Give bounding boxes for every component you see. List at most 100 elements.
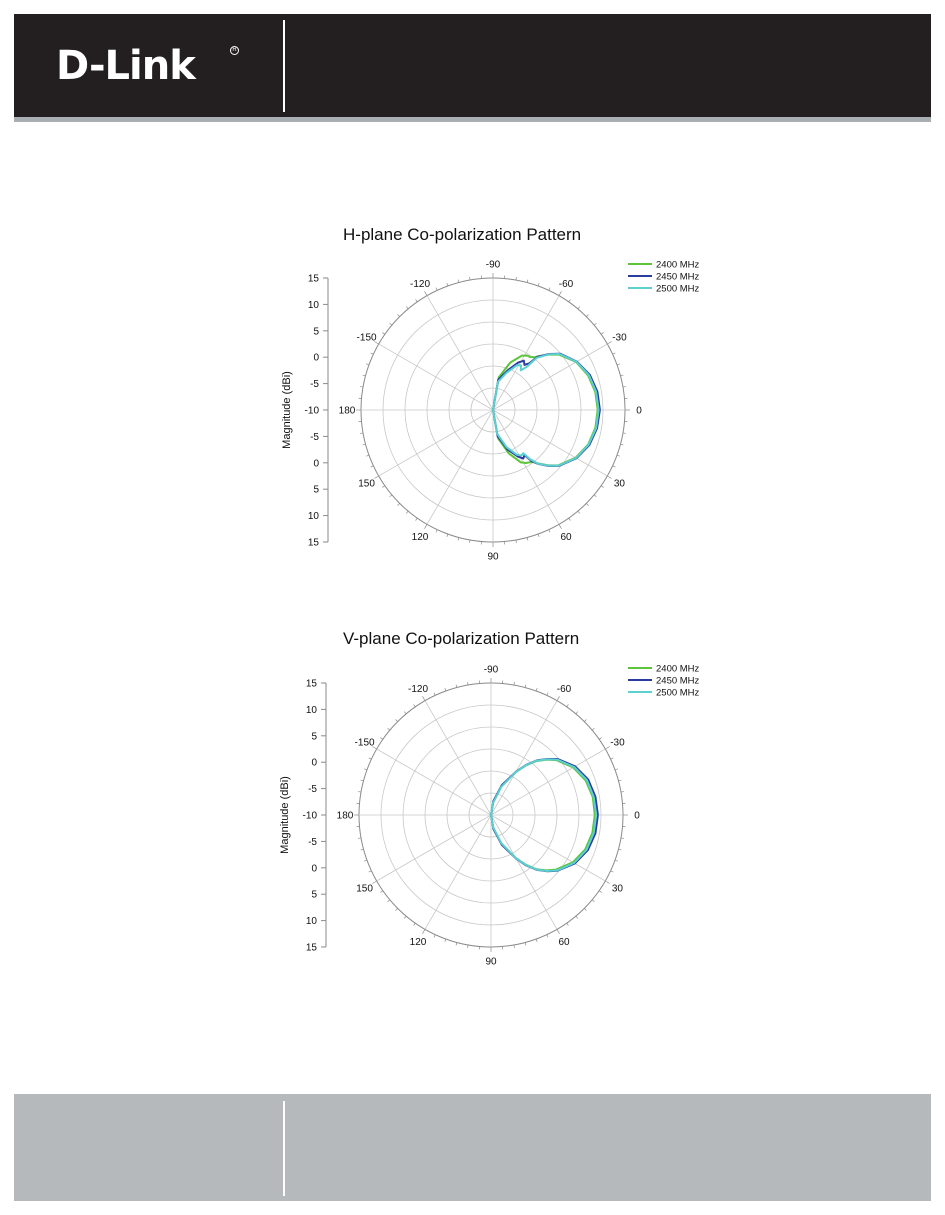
footer-divider xyxy=(283,1101,285,1196)
angle-tick-mark xyxy=(357,837,362,839)
grid-spoke xyxy=(378,343,494,411)
y-axis-label: Magnitude (dBi) xyxy=(281,371,293,449)
angle-tick-mark xyxy=(620,837,625,839)
angle-tick-mark xyxy=(591,899,595,903)
angle-tick-mark xyxy=(433,934,436,938)
radial-tick-label: -10 xyxy=(303,811,318,822)
angle-tick-mark xyxy=(435,529,438,533)
angle-tick-label: -120 xyxy=(408,684,428,695)
angle-tick-mark xyxy=(620,443,624,446)
angle-tick-mark xyxy=(374,475,379,479)
angle-tick-mark xyxy=(546,692,549,696)
angle-tick-label: 30 xyxy=(612,884,624,895)
angle-tick-label: -30 xyxy=(612,333,627,344)
angle-tick-mark xyxy=(614,859,618,862)
angle-tick-label: -60 xyxy=(559,279,574,290)
series-line-2500-mhz xyxy=(490,758,598,872)
angle-tick-mark xyxy=(380,737,384,740)
angle-tick-mark xyxy=(467,681,469,686)
radial-tick-label: 10 xyxy=(306,916,318,927)
angle-tick-mark xyxy=(605,880,610,884)
h-plane-svg: H-plane Co-polarization Pattern -90 -60 -30… xyxy=(281,225,700,563)
angle-tick-mark xyxy=(605,746,610,750)
angle-tick-mark xyxy=(424,524,428,529)
angle-tick-label: 150 xyxy=(356,884,373,895)
angle-tick-mark xyxy=(370,465,374,468)
angle-tick-mark xyxy=(446,533,449,537)
radial-tick-label: 15 xyxy=(308,538,320,549)
angle-tick-mark xyxy=(405,306,409,310)
angle-tick-mark xyxy=(368,870,372,873)
angle-tick-mark xyxy=(584,908,587,911)
angle-tick-mark xyxy=(616,363,620,366)
angle-tick-mark xyxy=(382,332,386,335)
angle-tick-mark xyxy=(389,322,393,326)
angle-tick-mark xyxy=(469,539,471,544)
angle-tick-mark xyxy=(444,688,447,692)
angle-tick-mark xyxy=(548,529,551,533)
grid-spoke xyxy=(378,409,494,477)
chart-title: H-plane Co-polarization Pattern xyxy=(343,225,581,244)
angle-tick-mark xyxy=(524,684,527,688)
radial-tick-label: 5 xyxy=(311,890,317,901)
grid-spoke xyxy=(424,700,492,816)
angle-tick-mark xyxy=(607,341,612,345)
angle-tick-mark xyxy=(382,485,386,488)
angle-tick-mark xyxy=(622,432,627,434)
radial-axis: 15 10 5 0 -5 -10 -5 0 5 10 15 xyxy=(303,679,327,954)
radial-tick-label: 15 xyxy=(308,274,320,285)
angle-tick-mark xyxy=(380,890,384,893)
angle-tick-label: -30 xyxy=(610,738,625,749)
v-plane-svg: V-plane Co-polarization Pattern -90 -60 -30… xyxy=(279,629,700,968)
radial-tick-label: 10 xyxy=(308,511,320,522)
angle-tick-mark xyxy=(586,503,589,506)
angle-tick-mark xyxy=(370,352,374,355)
angle-tick-mark xyxy=(457,537,460,541)
angle-tick-mark xyxy=(372,880,377,884)
polar-grid xyxy=(354,678,628,952)
grid-spoke xyxy=(490,814,606,882)
grid-spoke xyxy=(490,814,558,930)
angle-tick-mark xyxy=(546,934,549,938)
angle-tick-mark xyxy=(575,711,579,715)
radial-tick-label: -10 xyxy=(305,406,320,417)
y-axis-label: Magnitude (dBi) xyxy=(279,776,291,854)
radial-tick-label: 0 xyxy=(311,863,317,874)
radial-tick-label: 5 xyxy=(313,485,319,496)
angle-tick-mark xyxy=(368,757,372,760)
angle-tick-mark xyxy=(387,899,391,903)
angle-tick-mark xyxy=(364,859,368,862)
angle-tick-mark xyxy=(364,768,368,771)
angle-tick-mark xyxy=(374,341,379,345)
angle-tick-label: 0 xyxy=(634,811,640,822)
angle-tick-mark xyxy=(467,944,469,949)
page-header xyxy=(14,14,931,117)
angle-tick-mark xyxy=(610,870,614,873)
angle-tick-mark xyxy=(556,929,560,934)
angle-tick-mark xyxy=(446,283,449,287)
radial-tick-label: 10 xyxy=(308,300,320,311)
radial-tick-label: 15 xyxy=(306,943,318,954)
angle-tick-mark xyxy=(405,510,409,514)
angle-tick-mark xyxy=(612,352,616,355)
angle-tick-mark xyxy=(558,524,562,529)
angle-tick-mark xyxy=(444,938,447,942)
angle-tick-mark xyxy=(372,746,377,750)
grid-spoke xyxy=(376,748,492,816)
angle-tick-mark xyxy=(584,719,587,722)
angle-tick-mark xyxy=(422,696,426,701)
angle-tick-mark xyxy=(415,517,418,521)
h-plane-chart: H-plane Co-polarization Pattern -90 -60 -30… xyxy=(238,224,768,592)
angle-tick-mark xyxy=(610,757,614,760)
angle-tick-label: 120 xyxy=(410,937,427,948)
angle-tick-mark xyxy=(403,915,407,919)
radial-tick-label: -5 xyxy=(310,379,319,390)
angle-tick-mark xyxy=(387,727,391,731)
angle-tick-mark xyxy=(515,539,517,544)
angle-tick-mark xyxy=(513,944,515,949)
angle-tick-mark xyxy=(422,929,426,934)
registered-mark-icon: R xyxy=(230,46,239,55)
grid-spoke xyxy=(492,295,560,411)
